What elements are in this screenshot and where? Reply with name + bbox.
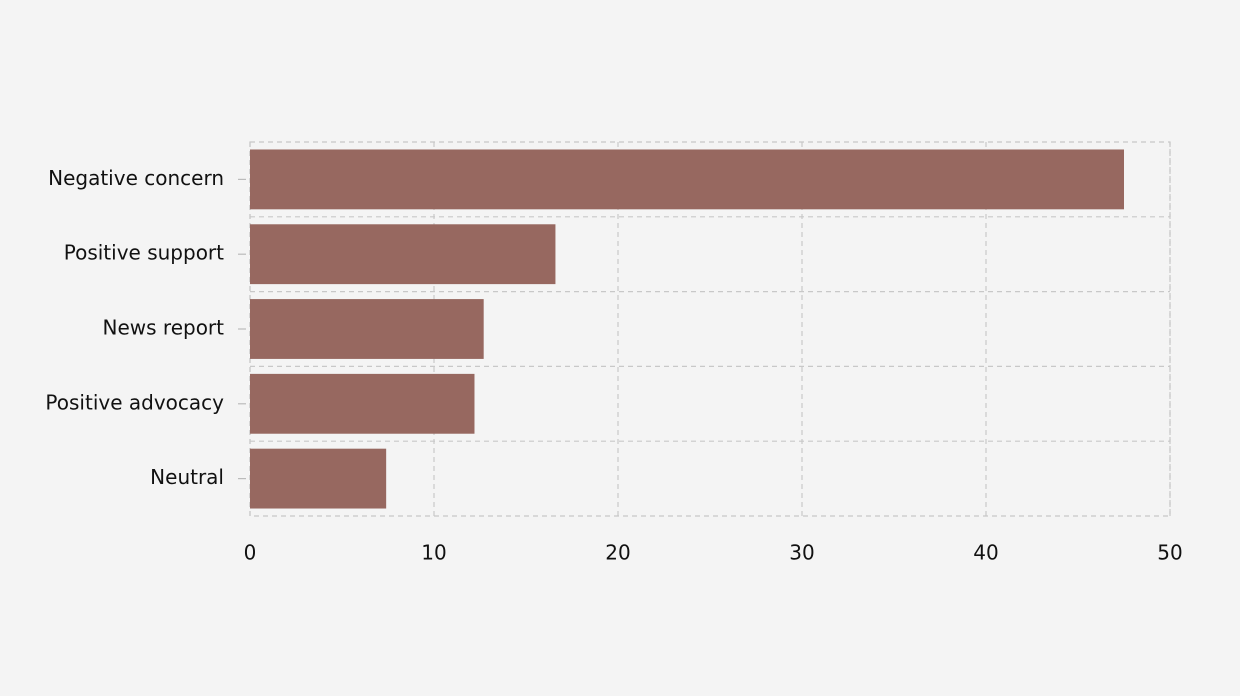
y-tick-label: Positive advocacy <box>45 390 224 414</box>
y-tick-label: Neutral <box>150 465 224 489</box>
y-tick-label: News report <box>103 316 225 340</box>
x-tick-label: 10 <box>421 541 446 565</box>
x-tick-label: 0 <box>244 541 257 565</box>
bar <box>250 149 1124 210</box>
x-tick-label: 40 <box>973 541 998 565</box>
bar <box>250 299 484 359</box>
x-tick-label: 30 <box>789 541 814 565</box>
bar <box>250 373 475 434</box>
y-tick-label: Negative concern <box>48 166 224 190</box>
bar <box>250 224 556 285</box>
y-tick-label: Positive support <box>64 241 224 265</box>
bar <box>250 448 387 509</box>
plot-border <box>249 141 1171 517</box>
x-tick-label: 20 <box>605 541 630 565</box>
x-tick-label: 50 <box>1157 541 1182 565</box>
